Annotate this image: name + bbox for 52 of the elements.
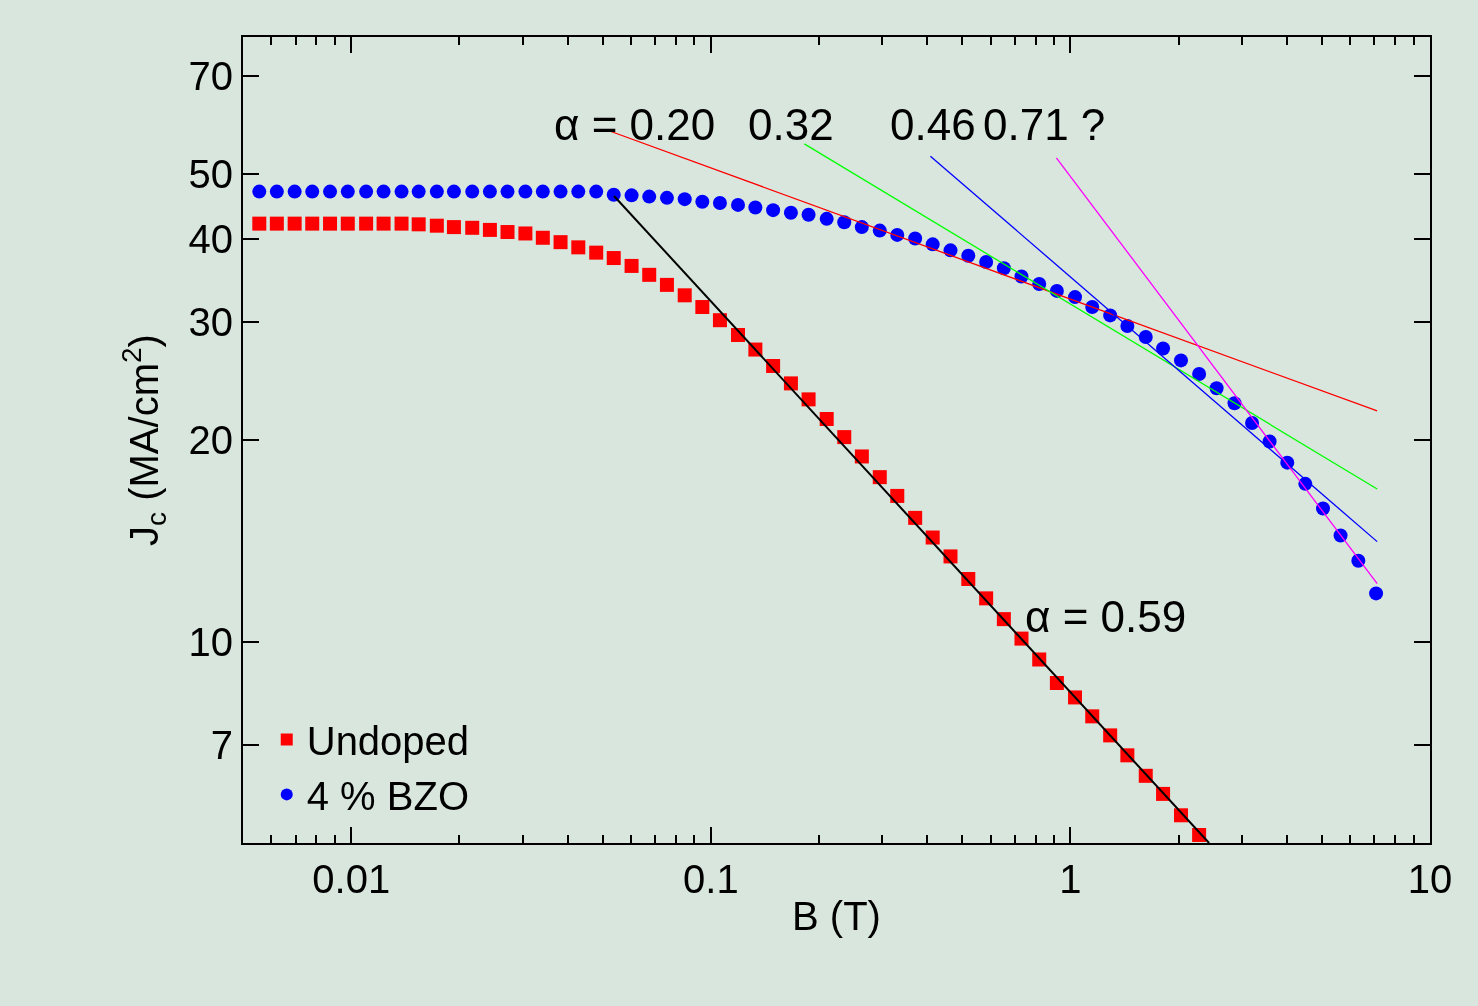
y-tick-label: 50 [188, 151, 233, 196]
point [801, 392, 816, 407]
y-tick-label: 7 [210, 723, 233, 768]
x-tick-label: 1 [1059, 857, 1082, 901]
x-tick-label: 0.01 [312, 857, 391, 901]
point [376, 216, 391, 231]
point [890, 488, 905, 503]
point [500, 225, 515, 240]
point [252, 216, 267, 231]
legend-label: 4 % BZO [306, 773, 470, 818]
point [359, 216, 374, 231]
point [837, 430, 852, 445]
point [287, 216, 302, 231]
point [429, 218, 444, 233]
point [323, 216, 338, 231]
point [446, 220, 461, 235]
annotation: 0.46 [890, 100, 976, 149]
point [659, 277, 674, 292]
y-tick-label: 20 [188, 418, 233, 462]
point [535, 230, 550, 245]
point [854, 449, 869, 464]
x-tick-label: 0.1 [683, 857, 739, 901]
x-axis-title: B (T) [792, 894, 881, 938]
y-tick-label: 40 [188, 216, 233, 261]
point [712, 313, 727, 328]
annotation: 0.32 [748, 100, 834, 149]
point [624, 258, 639, 273]
y-tick-label: 70 [188, 53, 233, 98]
annotation: α = 0.59 [1025, 592, 1187, 641]
point [677, 288, 692, 303]
point [305, 216, 320, 231]
point [695, 300, 710, 315]
point [553, 235, 568, 250]
point [642, 267, 657, 282]
point [589, 245, 604, 260]
legend-label: Undoped [306, 718, 470, 763]
point [819, 411, 834, 426]
point [482, 222, 497, 237]
y-tick-label: 10 [188, 619, 233, 664]
point [518, 226, 533, 241]
point [394, 216, 409, 231]
annotation: 0.71 ? [983, 100, 1106, 149]
point [606, 251, 621, 266]
point [571, 240, 586, 255]
y-tick-label: 30 [188, 300, 233, 345]
point [872, 470, 887, 485]
point [411, 217, 426, 232]
point [465, 220, 480, 235]
annotation: α = 0.20 [554, 100, 716, 149]
point [340, 216, 355, 231]
x-tick-label: 10 [1407, 857, 1453, 901]
point [269, 216, 284, 231]
